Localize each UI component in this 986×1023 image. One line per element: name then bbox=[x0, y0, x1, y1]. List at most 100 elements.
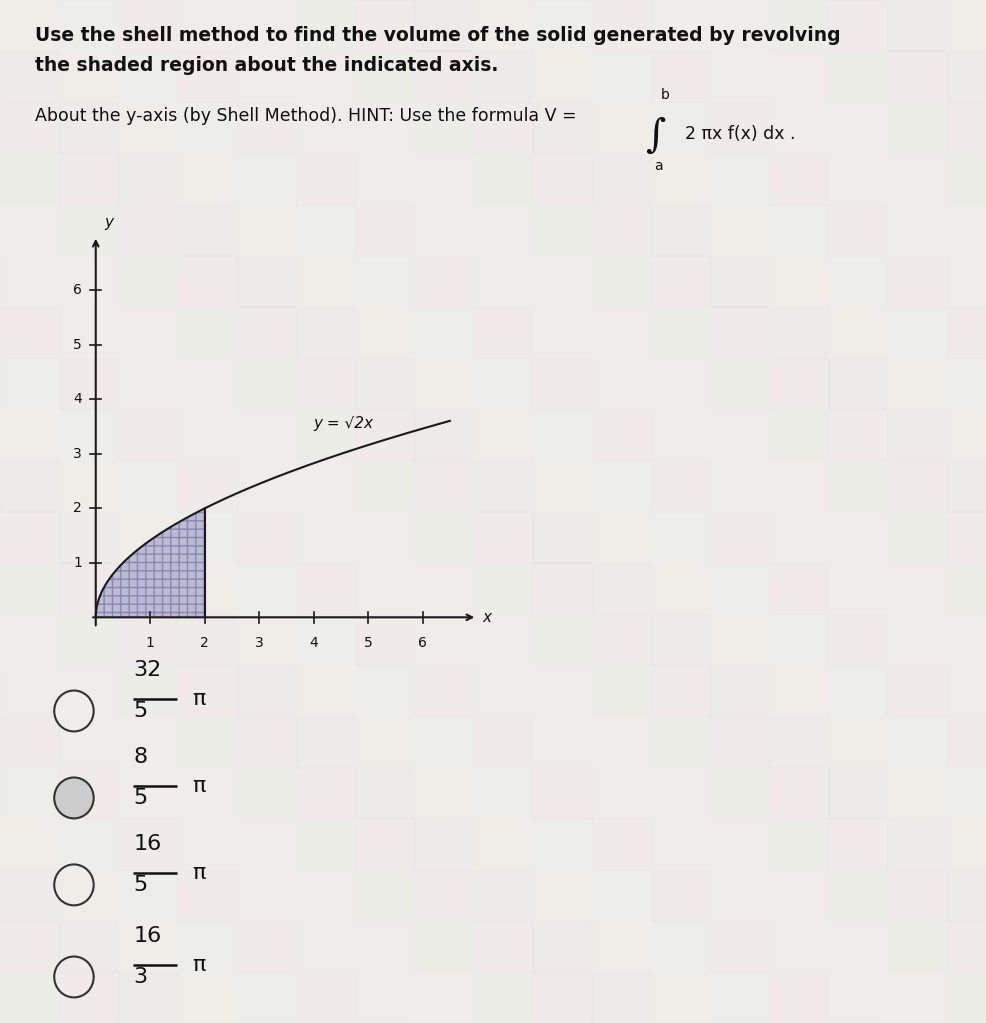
Text: 5: 5 bbox=[364, 636, 373, 651]
Bar bbox=[0, 307, 59, 358]
Bar bbox=[0, 358, 59, 409]
Bar bbox=[118, 921, 177, 972]
Bar bbox=[769, 972, 828, 1023]
Bar bbox=[532, 205, 592, 256]
Bar bbox=[769, 102, 828, 153]
Bar bbox=[828, 767, 887, 818]
Bar bbox=[473, 153, 532, 205]
Bar bbox=[59, 563, 118, 614]
Bar bbox=[710, 818, 769, 870]
Bar bbox=[710, 0, 769, 51]
Bar bbox=[237, 614, 296, 665]
Bar bbox=[0, 921, 59, 972]
Bar bbox=[887, 563, 947, 614]
Bar bbox=[473, 205, 532, 256]
Text: x: x bbox=[482, 610, 492, 625]
Bar bbox=[651, 818, 710, 870]
Bar bbox=[237, 0, 296, 51]
Bar bbox=[710, 614, 769, 665]
Bar bbox=[828, 51, 887, 102]
Text: 16: 16 bbox=[133, 926, 162, 946]
Bar bbox=[0, 205, 59, 256]
Bar bbox=[237, 767, 296, 818]
Bar bbox=[414, 665, 473, 716]
Bar bbox=[177, 0, 237, 51]
Bar bbox=[296, 358, 355, 409]
Bar bbox=[887, 716, 947, 767]
Bar bbox=[237, 665, 296, 716]
Bar bbox=[237, 256, 296, 307]
Bar bbox=[592, 972, 651, 1023]
Bar bbox=[355, 205, 414, 256]
Text: 1: 1 bbox=[146, 636, 155, 651]
Bar bbox=[296, 972, 355, 1023]
Bar bbox=[296, 716, 355, 767]
Bar bbox=[710, 972, 769, 1023]
Bar bbox=[355, 256, 414, 307]
Bar bbox=[592, 512, 651, 563]
Bar bbox=[296, 51, 355, 102]
Bar bbox=[59, 921, 118, 972]
Bar bbox=[473, 921, 532, 972]
Bar bbox=[887, 205, 947, 256]
Bar bbox=[532, 921, 592, 972]
Bar bbox=[532, 972, 592, 1023]
Bar bbox=[592, 716, 651, 767]
Bar bbox=[710, 307, 769, 358]
Bar bbox=[473, 972, 532, 1023]
Bar bbox=[296, 767, 355, 818]
Bar bbox=[59, 51, 118, 102]
Bar bbox=[59, 256, 118, 307]
Bar bbox=[118, 102, 177, 153]
Bar bbox=[355, 921, 414, 972]
Bar bbox=[710, 205, 769, 256]
Bar bbox=[296, 870, 355, 921]
Bar bbox=[177, 972, 237, 1023]
Bar bbox=[651, 563, 710, 614]
Bar bbox=[592, 563, 651, 614]
Text: 6: 6 bbox=[418, 636, 427, 651]
Bar bbox=[947, 358, 986, 409]
Bar bbox=[592, 767, 651, 818]
Bar bbox=[947, 921, 986, 972]
Bar bbox=[947, 460, 986, 512]
Bar bbox=[710, 51, 769, 102]
Bar bbox=[237, 512, 296, 563]
Bar bbox=[828, 256, 887, 307]
Bar bbox=[177, 307, 237, 358]
Bar bbox=[296, 460, 355, 512]
Bar bbox=[769, 563, 828, 614]
Bar bbox=[118, 0, 177, 51]
Bar bbox=[59, 614, 118, 665]
Bar bbox=[355, 716, 414, 767]
Bar bbox=[355, 153, 414, 205]
Bar bbox=[947, 512, 986, 563]
Bar bbox=[592, 153, 651, 205]
Bar bbox=[237, 716, 296, 767]
Bar bbox=[414, 51, 473, 102]
Bar bbox=[118, 358, 177, 409]
Bar bbox=[414, 358, 473, 409]
Bar bbox=[473, 716, 532, 767]
Bar bbox=[237, 358, 296, 409]
Bar bbox=[769, 205, 828, 256]
Bar bbox=[651, 767, 710, 818]
Bar bbox=[473, 460, 532, 512]
Bar bbox=[237, 921, 296, 972]
Bar bbox=[0, 665, 59, 716]
Bar bbox=[887, 307, 947, 358]
Bar bbox=[355, 358, 414, 409]
Bar bbox=[828, 205, 887, 256]
Text: 1: 1 bbox=[73, 555, 82, 570]
Bar bbox=[947, 205, 986, 256]
Bar bbox=[532, 870, 592, 921]
Bar bbox=[355, 307, 414, 358]
Bar bbox=[414, 153, 473, 205]
Text: 4: 4 bbox=[310, 636, 318, 651]
Bar bbox=[710, 153, 769, 205]
Bar bbox=[710, 767, 769, 818]
Bar bbox=[651, 102, 710, 153]
Bar bbox=[177, 205, 237, 256]
Bar bbox=[414, 205, 473, 256]
Bar bbox=[710, 921, 769, 972]
